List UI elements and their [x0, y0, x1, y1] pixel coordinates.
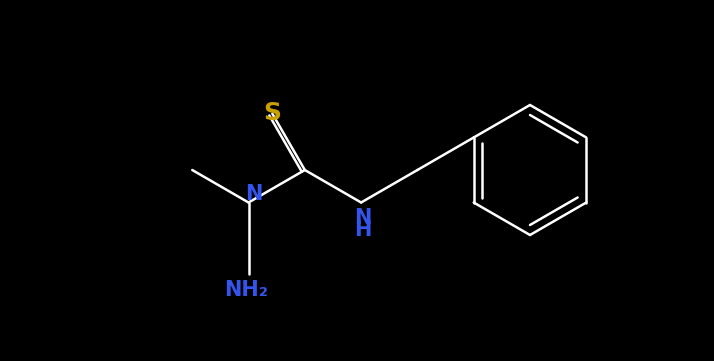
Text: N: N	[245, 184, 262, 204]
Text: H: H	[354, 221, 372, 240]
Text: NH₂: NH₂	[225, 280, 268, 300]
Text: S: S	[263, 101, 281, 125]
Text: N: N	[354, 209, 372, 229]
